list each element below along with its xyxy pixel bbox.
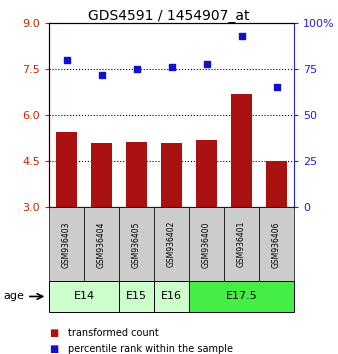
Point [239,33,244,39]
Text: E14: E14 [73,291,95,302]
Point [204,61,209,66]
Text: E16: E16 [161,291,182,302]
Bar [56,132,77,207]
Text: percentile rank within the sample: percentile rank within the sample [68,344,233,354]
Text: GSM936400: GSM936400 [202,221,211,268]
Text: ■: ■ [49,344,58,354]
Text: age: age [3,291,24,302]
Text: transformed count: transformed count [68,328,158,338]
Point [274,85,279,90]
Text: ■: ■ [49,328,58,338]
Text: GSM936401: GSM936401 [237,221,246,268]
Bar [126,142,147,207]
Text: GSM936405: GSM936405 [132,221,141,268]
Bar [231,93,252,207]
Bar [266,161,287,207]
Text: GSM936402: GSM936402 [167,221,176,268]
Text: GDS4591 / 1454907_at: GDS4591 / 1454907_at [88,9,250,23]
Bar [91,143,112,207]
Bar [196,139,217,207]
Point [64,57,69,63]
Point [169,64,174,70]
Text: GSM936406: GSM936406 [272,221,281,268]
Text: GSM936403: GSM936403 [62,221,71,268]
Bar [161,143,182,207]
Text: E17.5: E17.5 [226,291,258,302]
Text: GSM936404: GSM936404 [97,221,106,268]
Text: E15: E15 [126,291,147,302]
Point [99,72,104,78]
Point [134,66,139,72]
